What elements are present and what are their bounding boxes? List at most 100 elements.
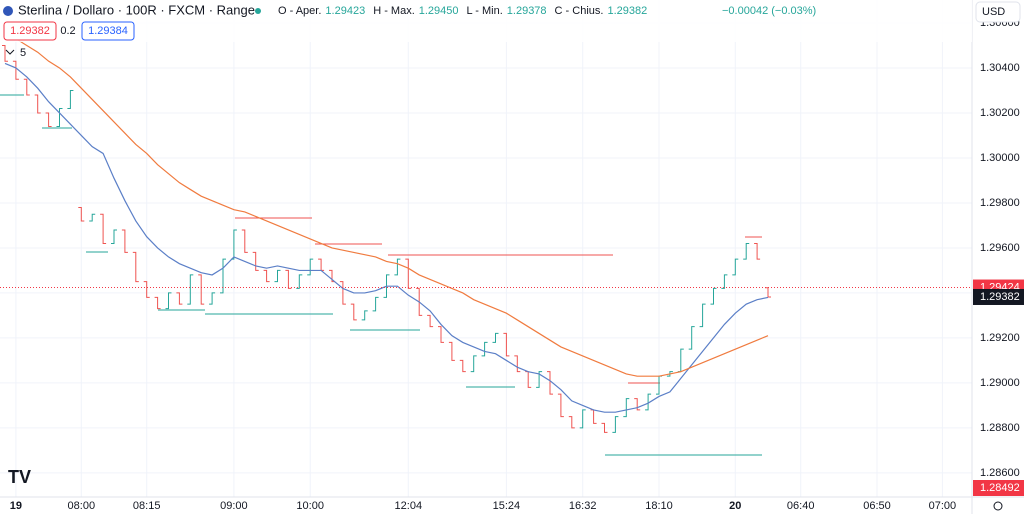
ohlc-bar [329,269,335,283]
ohlc-bar [438,326,444,343]
price-label-box [973,288,1024,305]
ohlc-bar [285,269,292,289]
ohlc-bar [176,292,183,305]
ohlc-bar [743,242,750,260]
ohlc-bar [427,314,434,328]
y-tick-label: 1.29800 [980,197,1020,209]
ohlc-bar [56,107,63,127]
x-tick-label: 15:24 [493,500,521,512]
chevron[interactable] [5,49,15,55]
ohlc-bar [688,326,695,350]
indicators-count[interactable]: 5 [20,47,26,59]
x-tick-label: 08:00 [68,500,96,512]
levels [0,94,762,456]
ohlc-bar [12,60,19,80]
ohlc-bar [568,416,575,429]
ohlc-bar [492,332,499,343]
ohlc-bar [2,44,8,62]
ohlc-bar [89,213,96,222]
ohlc-bar [579,409,586,429]
ohlc-value: 1.29382 [607,5,647,17]
y-tick-label: 1.30200 [980,107,1020,119]
buy-button[interactable] [81,21,135,41]
change: −0.00042 (−0.03%) [722,5,816,17]
ohlc-bar [263,269,270,283]
ohlc-bar [165,292,172,310]
price-label-box [973,480,1024,496]
ohlc-bar [547,371,553,395]
ohlc-bar [459,359,466,373]
ohlc-bar [209,292,216,305]
ohlc-bar [470,355,477,373]
ohlc-bar [307,258,314,276]
ohlc-bar [623,398,630,418]
spread: 0.2 [60,25,75,37]
ohlc-bar [481,341,488,357]
ohlc-bar [67,89,74,109]
x-tick-label: 08:15 [133,500,161,512]
ohlc-bar [448,341,455,361]
ohlc-bar [612,416,619,433]
plot [0,29,972,433]
ohlc-bar [296,274,303,289]
ohlc-bar [645,393,652,411]
y-tick-label: 1.28800 [980,422,1020,434]
ohlc-bar [732,258,739,276]
sell-price[interactable]: 1.29382 [10,25,50,37]
ohlc-bar [601,422,608,433]
ohlc-bar [634,398,641,411]
currency[interactable]: USD [982,6,1005,18]
ohlc-bar [132,251,139,283]
ohlc-bar [721,274,728,289]
x-tick-label: 10:00 [296,500,324,512]
ohlc-bar [187,274,194,305]
x-tick-label: 07:00 [929,500,957,512]
ohlc-bar [514,355,521,373]
x-tick-label: 12:04 [395,500,423,512]
ohlc-label: L - Min. [467,5,503,17]
ohlc-bar [198,274,205,305]
ohlc-bar [350,303,357,321]
ohlc-bar [23,78,30,96]
ohlc-legend: O - Aper. 1.29423 H - Max. 1.29450 L - Min. 1… [278,5,647,17]
ohlc-value: 1.29450 [419,5,459,17]
ohlc-bar [252,251,259,271]
ohlc-bar [274,269,281,283]
ohlc-value: 1.29423 [325,5,365,17]
logo: TV [8,467,31,487]
ohlc-bar [241,229,248,253]
ohlc-label: H - Max. [373,5,415,17]
ohlc-bar [557,393,564,418]
moving-average [4,29,769,377]
y-tick-label: 1.30400 [980,62,1020,74]
ohlc-bar [710,287,717,305]
x-tick-label: 20 [729,500,741,512]
ohlc-label: C - Chius. [555,5,604,17]
settings-icon[interactable] [993,501,1003,511]
x-tick-label: 09:00 [220,500,248,512]
ohlc-bar [372,296,379,312]
sell-button[interactable] [3,21,57,41]
ohlc-bar [220,258,226,294]
header-bg [0,0,972,42]
ohlc-bar [361,310,368,321]
buy-price[interactable]: 1.29384 [88,25,128,37]
ohlc-bar [699,303,706,328]
ohlc-bar [536,371,543,388]
x-tick-label: 19 [10,500,22,512]
y-tick-label: 1.29200 [980,332,1020,344]
y-tick-label: 1.29000 [980,377,1020,389]
x-tick-label: 16:32 [569,500,597,512]
ohlc-bar [339,281,346,305]
ohlc-bar [503,332,510,357]
ohlc-bar [765,287,771,298]
ohlc-bar [318,258,325,271]
ohlc-bar [100,213,107,244]
ohlc-bar [111,229,117,244]
ohlc-bar [45,112,52,127]
currency-button[interactable] [975,1,1021,23]
flag-icon [3,6,13,16]
